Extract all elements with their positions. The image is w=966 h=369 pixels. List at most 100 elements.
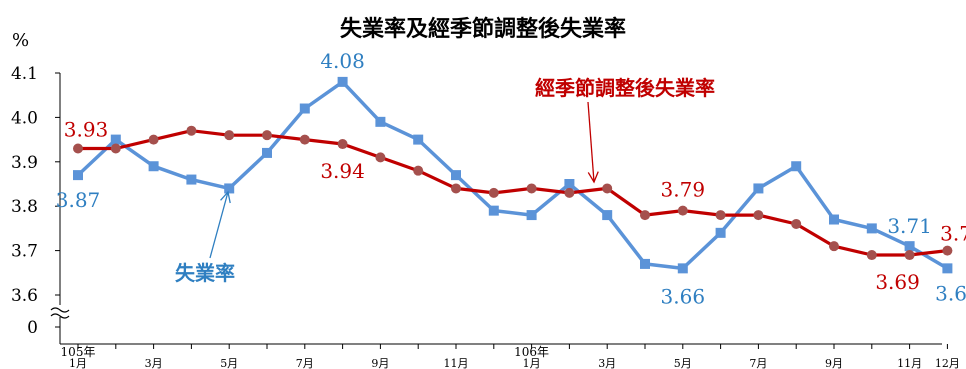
data-label-series-0: 3.71	[887, 214, 932, 238]
y-tick-label: 4.1	[11, 64, 38, 84]
series-0-point	[829, 214, 839, 225]
data-label-series-1: 3.70	[940, 222, 966, 246]
annotation-arrowhead-icon-0	[220, 190, 231, 204]
series-lines	[76, 80, 949, 271]
series-0-point	[904, 241, 915, 252]
series-0-point	[413, 134, 424, 145]
series-0-point	[640, 258, 650, 269]
x-tick-label: 11月	[897, 357, 922, 369]
series-1-point	[488, 187, 499, 198]
chart-title: 失業率及經季節調整後失業率	[340, 16, 626, 42]
annotation-arrow-line-0	[209, 191, 229, 259]
data-labels: 3.87 4.08 3.66 3.71 3.66 3.93 3.94 3.79 3.69 3.70	[56, 49, 966, 308]
series-0-point	[451, 170, 461, 181]
break-wave	[50, 307, 70, 313]
series-0-point	[73, 170, 83, 181]
data-label-series-0: 3.66	[661, 284, 706, 308]
x-tick-label: 5月	[220, 357, 238, 369]
x-tick-label: 1月	[523, 357, 541, 369]
y-axis-break-icon	[50, 305, 70, 319]
series-line-1	[78, 129, 948, 257]
series-0-point	[224, 183, 235, 194]
series-1-point	[866, 250, 877, 261]
series-1-point	[829, 241, 839, 252]
x-tick-label: 11月	[444, 357, 469, 369]
series-1-point	[186, 125, 197, 136]
series-1-point	[677, 205, 688, 216]
break-wave	[50, 313, 70, 319]
data-label-series-1: 3.79	[661, 178, 706, 202]
x-tick-label: 3月	[145, 357, 163, 369]
series-1-point	[148, 134, 159, 145]
series-1-point	[602, 183, 613, 194]
series-0-point	[488, 205, 499, 216]
series-0-point	[375, 116, 386, 127]
y-tick-label: 3.6	[11, 286, 38, 306]
annotation-label-0: 失業率	[175, 261, 235, 285]
y-tick-label: 3.8	[11, 197, 38, 217]
series-line-0	[76, 80, 949, 271]
x-tick-label: 9月	[371, 357, 389, 369]
series-1-point	[299, 134, 310, 145]
series-1-point	[413, 165, 424, 176]
y-unit-label: %	[12, 30, 29, 51]
x-tick-label: 1月	[69, 357, 87, 369]
series-0-point	[602, 210, 613, 221]
x-tick-label: 3月	[598, 357, 616, 369]
data-label-series-1: 3.93	[64, 117, 109, 141]
break-mask	[52, 305, 68, 317]
series-1-point	[224, 130, 235, 141]
x-tick-label: 7月	[296, 357, 314, 369]
data-label-series-0: 3.66	[935, 281, 966, 305]
series-0-point	[942, 263, 953, 274]
series-1-point	[640, 210, 650, 221]
x-tick-label: 9月	[825, 357, 843, 369]
data-label-series-0: 4.08	[320, 49, 365, 73]
annotation-arrowhead-icon-1	[587, 171, 599, 184]
series-markers	[73, 76, 953, 274]
series-1-point	[564, 187, 575, 198]
x-tick-label: 12月	[935, 357, 960, 369]
series-0-point	[186, 174, 197, 185]
series-0-point	[791, 161, 802, 172]
series-0-point	[753, 183, 764, 194]
x-tick-label: 5月	[674, 357, 692, 369]
series-1-point	[110, 143, 121, 154]
y-tick-label: 0	[27, 318, 38, 338]
x-year-label: 106年	[514, 345, 549, 359]
series-1-point	[337, 139, 348, 150]
series-1-point	[73, 143, 83, 154]
series-0-point	[337, 76, 348, 87]
series-1-point	[262, 130, 272, 141]
y-tick-label: 3.9	[11, 153, 38, 173]
series-0-point	[110, 134, 121, 145]
series-1-point	[375, 152, 386, 163]
annotations: 失業率 經季節調整後失業率	[175, 76, 715, 285]
series-1-point	[715, 210, 726, 221]
series-0-point	[715, 227, 726, 238]
annotation-arrow-line-1	[587, 101, 595, 183]
data-label-series-1: 3.69	[875, 270, 920, 294]
series-1-point	[942, 245, 953, 256]
series-0-point	[148, 161, 159, 172]
annotation-label-1: 經季節調整後失業率	[535, 76, 715, 100]
series-1-point	[904, 250, 915, 261]
series-1-point	[451, 183, 461, 194]
series-1-point	[526, 183, 537, 194]
data-label-series-0: 3.87	[56, 188, 101, 212]
series-0-point	[866, 223, 877, 234]
y-tick-label: 4.0	[11, 108, 38, 128]
series-0-point	[262, 147, 272, 158]
series-1-point	[753, 210, 764, 221]
series-0-point	[526, 210, 537, 221]
x-tick-label: 7月	[749, 357, 767, 369]
series-1-point	[791, 218, 802, 229]
y-tick-label: 3.7	[11, 242, 38, 262]
series-0-point	[299, 103, 310, 114]
data-label-series-1: 3.94	[320, 159, 365, 183]
series-0-point	[677, 263, 688, 274]
series-0-point	[564, 179, 575, 189]
x-year-label: 105年	[61, 345, 96, 359]
